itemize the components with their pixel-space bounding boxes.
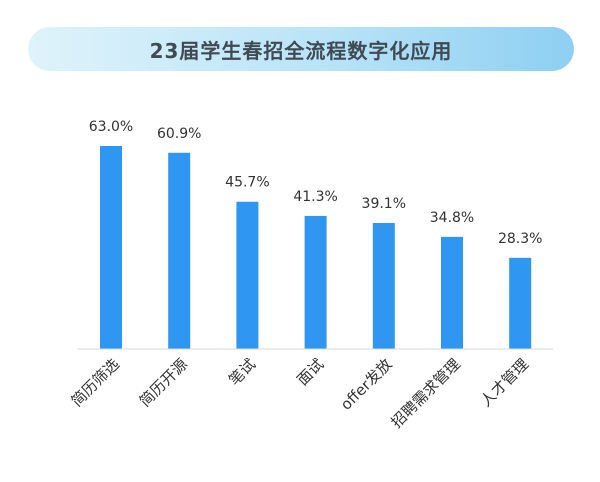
value-label-1: 63.0% [89,119,133,135]
bar-3 [236,201,259,349]
bar-1 [100,146,122,349]
category-label-3: 笔试 [225,355,259,389]
category-label-7: 人才管理 [477,355,532,410]
value-label-4: 41.3% [293,189,337,205]
bar-4 [304,215,327,349]
bar-2 [168,152,191,349]
value-label-2: 60.9% [157,126,201,142]
category-label-5: offer发放 [337,355,396,414]
bar-7 [509,257,532,349]
value-label-6: 34.8% [430,210,474,226]
category-label-2: 简历开源 [136,355,191,410]
bar-6 [441,236,463,349]
value-label-3: 45.7% [225,175,269,191]
category-label-4: 面试 [293,355,327,389]
value-label-5: 39.1% [362,196,406,212]
chart-title: 23届学生春招全流程数字化应用 [149,38,453,63]
bar-5 [372,223,395,349]
value-label-7: 28.3% [498,231,542,247]
chart-title-banner: 23届学生春招全流程数字化应用 [28,27,574,71]
category-label-1: 简历筛选 [68,355,123,410]
category-label-6: 招聘需求管理 [387,355,463,431]
